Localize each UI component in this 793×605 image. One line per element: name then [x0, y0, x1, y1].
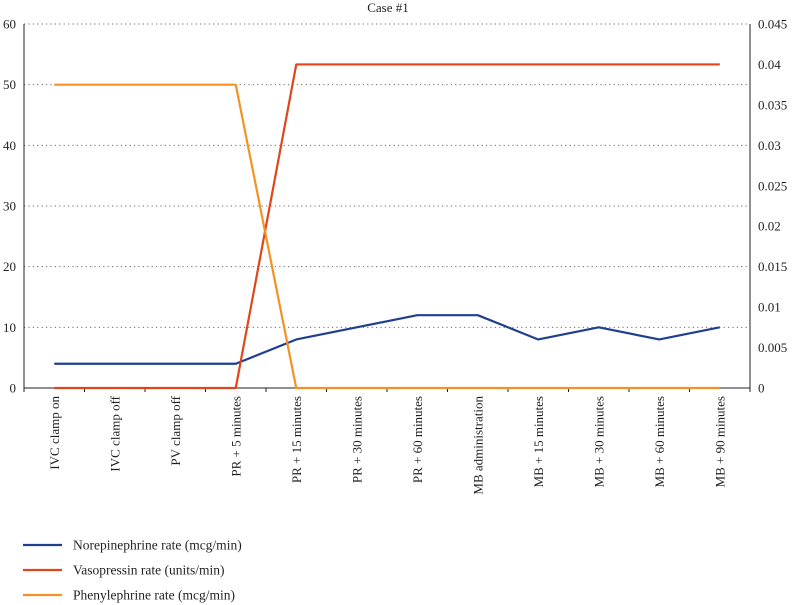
right-y-tick-label: 0.03: [758, 138, 781, 153]
chart-title: Case #1: [367, 0, 409, 15]
x-tick-label: PR + 30 minutes: [349, 396, 364, 483]
phenylephrine-series-line: [54, 83, 720, 390]
x-tick-label: MB + 60 minutes: [652, 396, 667, 487]
vasopressin-series-line: [54, 63, 720, 390]
legend: Norepinephrine rate (mcg/min) Vasopressin…: [23, 538, 242, 603]
x-tick-label: PR + 60 minutes: [410, 396, 425, 483]
right-y-tick-label: 0.035: [758, 97, 787, 112]
left-y-tick-label: 10: [3, 320, 16, 335]
x-tick-label: MB + 15 minutes: [531, 396, 546, 487]
left-y-tick-label: 20: [3, 259, 16, 274]
right-y-tick-label: 0.02: [758, 219, 781, 234]
legend-label-norepinephrine: Norepinephrine rate (mcg/min): [73, 538, 242, 553]
left-y-tick-label: 0: [10, 381, 17, 396]
x-tick-label: PR + 15 minutes: [289, 396, 304, 483]
right-y-tick-label: 0.04: [758, 57, 781, 72]
right-y-tick-label: 0.045: [758, 17, 787, 32]
gridlines: [24, 23, 750, 328]
left-y-tick-label: 50: [3, 77, 16, 92]
left-y-tick-label: 60: [3, 17, 16, 32]
legend-label-phenylephrine: Phenylephrine rate (mcg/min): [73, 588, 235, 603]
x-tick-label: MB administration: [470, 396, 485, 495]
x-tick-label: MB + 90 minutes: [712, 396, 727, 487]
right-y-tick-label: 0.01: [758, 300, 781, 315]
x-tick-label: PV clamp off: [168, 395, 183, 465]
x-tick-label: IVC clamp on: [47, 396, 62, 470]
right-y-tick-label: 0.005: [758, 340, 787, 355]
norepinephrine-series-line: [54, 314, 720, 365]
legend-label-vasopressin: Vasopressin rate (units/min): [73, 563, 224, 578]
right-y-axis-ticks: 0 0.005 0.01 0.015 0.02 0.025 0.03 0.035 0.04 0.0…: [758, 17, 787, 396]
right-y-tick-label: 0.025: [758, 178, 787, 193]
left-y-tick-label: 30: [3, 199, 16, 214]
right-y-tick-label: 0: [758, 381, 765, 396]
series-lines: [54, 63, 720, 390]
x-tick-label: IVC clamp off: [107, 395, 122, 471]
x-axis-ticks: IVC clamp on IVC clamp off PV clamp off PR …: [23, 388, 751, 495]
x-tick-label: PR + 5 minutes: [228, 396, 243, 477]
right-y-tick-label: 0.015: [758, 259, 787, 274]
x-tick-label: MB + 30 minutes: [591, 396, 606, 487]
left-y-axis-ticks: 0 10 20 30 40 50 60: [3, 17, 16, 396]
left-y-tick-label: 40: [3, 138, 16, 153]
